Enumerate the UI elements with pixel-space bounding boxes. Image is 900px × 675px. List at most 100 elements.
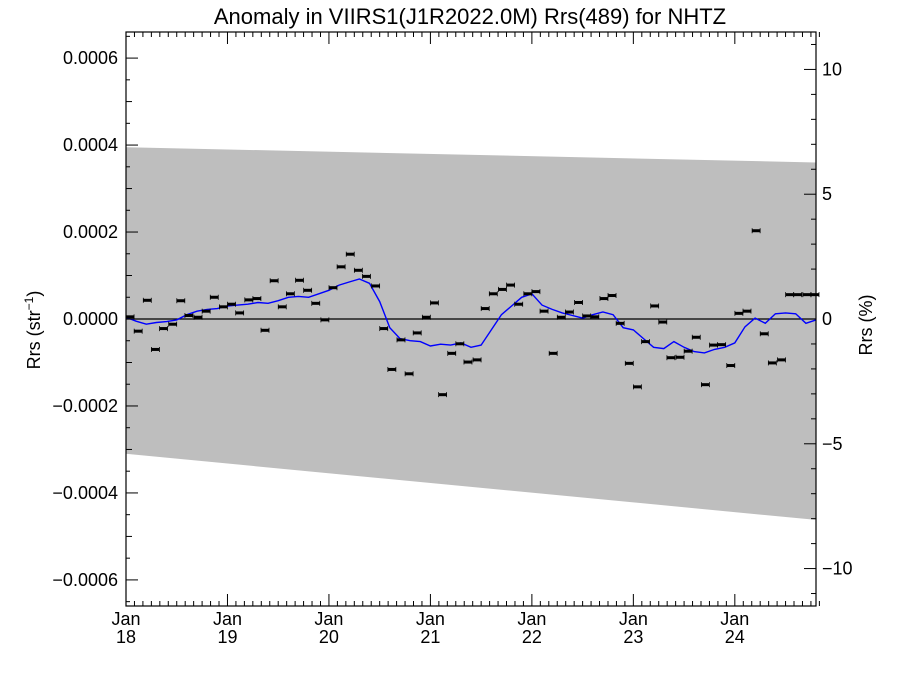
anomaly-point-marker bbox=[202, 309, 211, 313]
x-tick-label-year: 21 bbox=[420, 627, 440, 647]
anomaly-point-marker bbox=[574, 300, 583, 304]
left-y-axis-ticks: 0.0006 0.0004 0.0002 0.0000 −0.0002 −0.0004 −0… bbox=[52, 35, 138, 603]
x-tick-label-month: Jan bbox=[416, 609, 445, 629]
x-tick-label-year: 23 bbox=[623, 627, 643, 647]
anomaly-point-marker bbox=[777, 358, 786, 362]
anomaly-point-marker bbox=[447, 351, 456, 355]
anomaly-point-marker bbox=[793, 293, 802, 297]
anomaly-point bbox=[480, 306, 490, 312]
anomaly-point-marker bbox=[184, 314, 193, 318]
x-tick-label-month: Jan bbox=[213, 609, 242, 629]
anomaly-point-marker bbox=[362, 274, 371, 278]
anomaly-point bbox=[387, 366, 397, 372]
x-tick-label-month: Jan bbox=[314, 609, 343, 629]
anomaly-point-marker bbox=[540, 309, 549, 313]
anomaly-point bbox=[235, 310, 245, 316]
anomaly-point bbox=[447, 350, 457, 356]
anomaly-point-marker bbox=[557, 315, 566, 319]
anomaly-point bbox=[683, 348, 693, 354]
anomaly-point-marker bbox=[227, 302, 236, 306]
running-mean-series bbox=[125, 278, 817, 354]
anomaly-point-marker bbox=[676, 355, 685, 359]
chart-title: Anomaly in VIIRS1(J1R2022.0M) Rrs(489) f… bbox=[214, 4, 726, 29]
anomaly-point-marker bbox=[210, 295, 219, 299]
anomaly-point bbox=[133, 328, 143, 334]
x-tick-label-year: 22 bbox=[522, 627, 542, 647]
anomaly-point bbox=[345, 251, 355, 257]
anomaly-point bbox=[252, 296, 262, 302]
anomaly-point-marker bbox=[717, 343, 726, 347]
anomaly-point bbox=[295, 277, 304, 283]
anomaly-point bbox=[590, 314, 600, 320]
anomaly-point-marker bbox=[430, 301, 439, 305]
anomaly-point-marker bbox=[270, 279, 279, 283]
anomaly-point-marker bbox=[252, 297, 261, 301]
anomaly-point-marker bbox=[768, 361, 777, 365]
anomaly-point-marker bbox=[235, 311, 244, 315]
y-right-tick-label: 5 bbox=[822, 184, 832, 204]
anomaly-point bbox=[455, 341, 465, 347]
anomaly-point bbox=[658, 319, 668, 325]
anomaly-point bbox=[506, 282, 515, 288]
anomaly-point-marker bbox=[387, 367, 396, 371]
anomaly-point bbox=[498, 286, 507, 292]
anomaly-point bbox=[742, 308, 752, 314]
anomaly-point bbox=[607, 293, 617, 299]
anomaly-point-marker bbox=[320, 318, 329, 322]
anomaly-point bbox=[227, 301, 236, 307]
anomaly-point-marker bbox=[337, 265, 346, 269]
anomaly-point-marker bbox=[760, 332, 769, 336]
anomaly-point-marker bbox=[295, 278, 304, 282]
anomaly-point-marker bbox=[514, 302, 523, 306]
anomaly-point bbox=[404, 371, 414, 377]
anomaly-point-marker bbox=[286, 292, 295, 296]
right-y-axis-ticks: 10 5 0 −5 −10 bbox=[804, 43, 853, 595]
anomaly-point-marker bbox=[176, 299, 185, 303]
anomaly-point-marker bbox=[692, 335, 701, 339]
anomaly-point-marker bbox=[371, 284, 380, 288]
anomaly-point bbox=[810, 292, 820, 298]
anomaly-point-marker bbox=[261, 328, 270, 332]
anomaly-point bbox=[142, 297, 152, 303]
y-left-tick-label: −0.0006 bbox=[52, 570, 118, 590]
x-tick-label-month: Jan bbox=[517, 609, 546, 629]
y-left-tick-label: −0.0004 bbox=[52, 483, 118, 503]
monthly-anomaly-points bbox=[125, 228, 820, 398]
anomaly-point bbox=[353, 267, 363, 273]
anomaly-point bbox=[574, 299, 583, 305]
anomaly-point-marker bbox=[599, 297, 608, 301]
anomaly-point-marker bbox=[438, 393, 447, 397]
anomaly-point-marker bbox=[278, 305, 287, 309]
anomaly-point bbox=[184, 313, 194, 319]
anomaly-point-marker bbox=[159, 327, 168, 331]
anomaly-point bbox=[624, 360, 634, 366]
x-tick-label-year: 20 bbox=[319, 627, 339, 647]
anomaly-point-marker bbox=[590, 315, 599, 319]
anomaly-point-marker bbox=[608, 294, 617, 298]
anomaly-point-marker bbox=[684, 349, 693, 353]
anomaly-point-marker bbox=[463, 360, 472, 364]
anomaly-point bbox=[285, 291, 295, 297]
anomaly-point bbox=[751, 228, 761, 234]
anomaly-point-marker bbox=[506, 283, 515, 287]
anomaly-point-marker bbox=[709, 343, 718, 347]
anomaly-point-marker bbox=[413, 331, 422, 335]
uncertainty-band-area bbox=[126, 147, 816, 520]
anomaly-point bbox=[311, 300, 321, 306]
anomaly-point-marker bbox=[810, 293, 819, 297]
anomaly-point-marker bbox=[726, 364, 735, 368]
anomaly-point-marker bbox=[455, 342, 464, 346]
right-y-axis-label: Rrs (%) bbox=[856, 295, 876, 356]
anomaly-point-marker bbox=[311, 301, 320, 305]
anomaly-point-marker bbox=[616, 321, 625, 325]
anomaly-point bbox=[328, 285, 338, 291]
anomaly-point-marker bbox=[565, 310, 574, 314]
anomaly-point bbox=[176, 298, 186, 304]
anomaly-point bbox=[539, 308, 549, 314]
x-tick-label-year: 18 bbox=[116, 627, 136, 647]
anomaly-point bbox=[201, 308, 211, 314]
anomaly-point-marker bbox=[498, 287, 507, 291]
anomaly-point-marker bbox=[143, 298, 152, 302]
anomaly-point bbox=[168, 321, 178, 327]
anomaly-point bbox=[556, 314, 566, 320]
